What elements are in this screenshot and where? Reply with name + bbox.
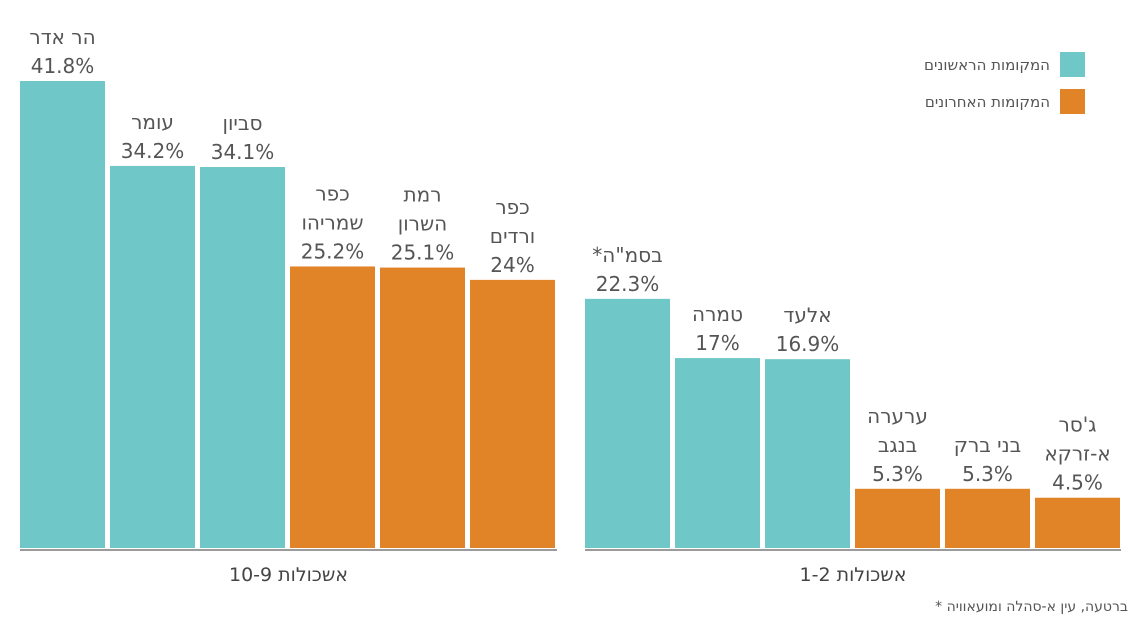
- bar-name-label: סביון: [223, 111, 263, 135]
- bar-value-label: 41.8%: [31, 54, 95, 78]
- bar-name-label: טמרה: [692, 302, 743, 326]
- bar: [200, 167, 285, 549]
- bar-name-label: רמת: [403, 183, 441, 207]
- bar-value-label: 25.1%: [391, 241, 455, 265]
- legend: המקומות הראשונים המקומות האחרונים: [924, 52, 1085, 114]
- bar-name-label: ג'סר: [1058, 413, 1096, 437]
- bar-name-label: עומר: [131, 110, 174, 134]
- bar: [585, 298, 670, 548]
- bar-value-label: 5.3%: [872, 462, 923, 486]
- bar: [380, 267, 465, 548]
- bar-name-label: כפר: [315, 181, 349, 205]
- bar-value-label: 22.3%: [596, 272, 660, 296]
- legend-label-last: המקומות האחרונים: [925, 93, 1050, 111]
- bar: [945, 488, 1030, 548]
- axes-layer: אשכולות 10-9 אשכולות 1-2: [20, 549, 1121, 586]
- bar-value-label: 25.2%: [301, 239, 365, 263]
- bar-name-label: ערערה: [867, 404, 928, 428]
- bar-value-label: 34.1%: [211, 140, 275, 164]
- group-label: אשכולות 10-9: [229, 564, 348, 586]
- bar-name-label: א-זרקא: [1044, 442, 1110, 466]
- bars-layer: [20, 81, 1120, 549]
- bar-name-label: ורדים: [490, 224, 535, 248]
- bar-value-label: 16.9%: [776, 332, 840, 356]
- labels-layer: 41.8% הר אדר 34.2% עומר 34.1% סביון 25.2% כפר שמ…: [29, 25, 1110, 495]
- bar-name-label: בני ברק: [954, 433, 1021, 457]
- legend-label-first: המקומות הראשונים: [924, 56, 1050, 74]
- bar-name-label: כפר: [495, 195, 529, 219]
- group-label: אשכולות 1-2: [800, 564, 907, 586]
- bar: [20, 81, 105, 548]
- footnote: * ברטעה, עין א-סהלה ומועאוויה: [935, 599, 1128, 615]
- bar: [1035, 497, 1120, 548]
- bar: [470, 279, 555, 548]
- bar-name-label: שמריהו: [301, 210, 363, 234]
- bar-name-label: השרון: [398, 212, 447, 236]
- bar: [290, 266, 375, 548]
- bar: [765, 359, 850, 548]
- bar-value-label: 5.3%: [962, 462, 1013, 486]
- bar-value-label: 4.5%: [1052, 471, 1103, 495]
- bar-value-label: 34.2%: [121, 139, 185, 163]
- legend-swatch-last: [1060, 89, 1085, 114]
- bar-value-label: 24%: [490, 253, 534, 277]
- bar-name-label: אלעד: [783, 303, 831, 327]
- bar-name-label: בסמ"ה*: [592, 243, 662, 267]
- legend-swatch-first: [1060, 52, 1085, 77]
- bar: [110, 165, 195, 548]
- bar-name-label: הר אדר: [29, 25, 95, 49]
- bar-value-label: 17%: [695, 331, 739, 355]
- bar-name-label: בנגב: [878, 433, 917, 457]
- bar: [675, 358, 760, 548]
- bar: [855, 488, 940, 548]
